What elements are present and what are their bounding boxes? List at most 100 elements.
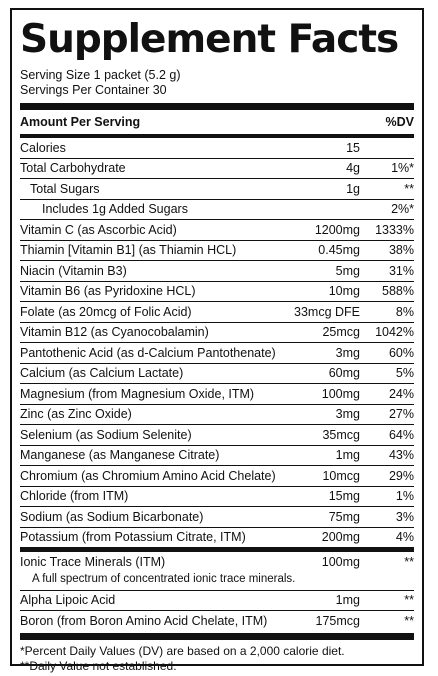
nutrient-name: Includes 1g Added Sugars bbox=[42, 202, 188, 217]
nutrient-dv: 4% bbox=[395, 530, 414, 545]
divider-thick bbox=[20, 632, 414, 640]
nutrient-row: Thiamin [Vitamin B1] (as Thiamin HCL) 0.4… bbox=[20, 241, 414, 261]
nutrient-amount: 60mg bbox=[328, 366, 360, 381]
footnote-not-established: **Daily Value not established. bbox=[20, 658, 177, 673]
servings-per-container: Servings Per Container 30 bbox=[20, 83, 167, 97]
nutrient-row: Calcium (as Calcium Lactate) 60mg 5% bbox=[20, 364, 414, 384]
nutrient-amount: 100mg bbox=[321, 554, 360, 569]
nutrient-name: Folate (as 20mcg of Folic Acid) bbox=[20, 304, 192, 319]
nutrient-name: Vitamin B6 (as Pyridoxine HCL) bbox=[20, 284, 196, 299]
nutrient-row: Folate (as 20mcg of Folic Acid) 33mcg DFE… bbox=[20, 302, 414, 323]
nutrient-row: Calories 15 bbox=[20, 138, 414, 159]
nutrient-name: Manganese (as Manganese Citrate) bbox=[20, 448, 220, 463]
nutrient-amount: 1mg bbox=[335, 593, 360, 608]
nutrient-name: Total Carbohydrate bbox=[20, 161, 126, 176]
nutrient-amount: 3mg bbox=[335, 345, 360, 360]
nutrient-amount: 1g bbox=[346, 181, 360, 196]
serving-size: Serving Size 1 packet (5.2 g) bbox=[20, 68, 181, 82]
nutrient-name: Chloride (from ITM) bbox=[20, 489, 129, 504]
nutrient-amount: 33mcg DFE bbox=[294, 304, 360, 319]
nutrient-dv: 64% bbox=[388, 427, 414, 442]
nutrient-amount: 15mg bbox=[328, 489, 360, 504]
nutrient-amount: 0.45mg bbox=[318, 243, 360, 258]
nutrient-row: Sodium (as Sodium Bicarbonate) 75mg 3% bbox=[20, 507, 414, 528]
panel-title: Supplement Facts bbox=[20, 17, 399, 62]
nutrient-dv: 43% bbox=[388, 448, 414, 463]
nutrient-dv: 1333% bbox=[375, 222, 414, 237]
nutrient-name: Selenium (as Sodium Selenite) bbox=[20, 427, 192, 442]
nutrient-dv: 3% bbox=[395, 509, 414, 524]
nutrient-dv: 5% bbox=[395, 366, 414, 381]
nutrient-row: Chromium (as Chromium Amino Acid Chelate… bbox=[20, 466, 414, 487]
dv-label: %DV bbox=[385, 115, 414, 129]
nutrient-dv: 38% bbox=[388, 243, 414, 258]
nutrient-amount: 5mg bbox=[335, 263, 360, 278]
amount-per-serving-label: Amount Per Serving bbox=[20, 115, 141, 129]
boron-row: Boron (from Boron Amino Acid Chelate, IT… bbox=[20, 611, 414, 631]
nutrient-dv: 27% bbox=[388, 407, 414, 422]
nutrient-amount: 1mg bbox=[335, 448, 360, 463]
nutrient-name: Vitamin C (as Ascorbic Acid) bbox=[20, 222, 177, 237]
nutrient-amount: 4g bbox=[346, 161, 360, 176]
nutrient-row: Manganese (as Manganese Citrate) 1mg 43% bbox=[20, 446, 414, 466]
nutrient-name: Zinc (as Zinc Oxide) bbox=[20, 407, 132, 422]
nutrient-amount: 10mcg bbox=[322, 468, 360, 483]
alpha-row: Alpha Lipoic Acid 1mg ** bbox=[20, 591, 414, 611]
ionic-row: Ionic Trace Minerals (ITM) 100mg ** bbox=[20, 552, 414, 572]
nutrient-dv: 2%* bbox=[391, 202, 414, 217]
nutrient-row: Vitamin C (as Ascorbic Acid) 1200mg 1333% bbox=[20, 220, 414, 241]
nutrient-amount: 3mg bbox=[335, 407, 360, 422]
nutrient-dv: 29% bbox=[388, 468, 414, 483]
nutrient-amount: 35mcg bbox=[322, 427, 360, 442]
nutrient-row: Zinc (as Zinc Oxide) 3mg 27% bbox=[20, 405, 414, 425]
nutrient-amount: 200mg bbox=[321, 530, 360, 545]
nutrient-name: Vitamin B12 (as Cyanocobalamin) bbox=[20, 325, 209, 340]
nutrient-dv: 31% bbox=[388, 263, 414, 278]
nutrient-name: Magnesium (from Magnesium Oxide, ITM) bbox=[20, 386, 255, 401]
nutrient-amount: 1200mg bbox=[314, 222, 360, 237]
nutrient-name: Pantothenic Acid (as d-Calcium Pantothen… bbox=[20, 345, 276, 360]
nutrient-dv: 1% bbox=[395, 489, 414, 504]
nutrient-name: Boron (from Boron Amino Acid Chelate, IT… bbox=[20, 613, 268, 628]
nutrient-row: Niacin (Vitamin B3) 5mg 31% bbox=[20, 261, 414, 282]
nutrient-dv: ** bbox=[404, 181, 414, 196]
nutrient-amount: 25mcg bbox=[322, 325, 360, 340]
nutrient-dv: ** bbox=[404, 554, 414, 569]
nutrient-dv: ** bbox=[404, 613, 414, 628]
nutrient-amount: 10mg bbox=[328, 284, 360, 299]
nutrient-name: Alpha Lipoic Acid bbox=[20, 593, 116, 608]
supplement-facts-panel: Supplement Facts Serving Size 1 packet (… bbox=[10, 8, 424, 673]
nutrient-row: Vitamin B6 (as Pyridoxine HCL) 10mg 588% bbox=[20, 282, 414, 302]
nutrient-name: Sodium (as Sodium Bicarbonate) bbox=[20, 509, 204, 524]
nutrient-dv: 24% bbox=[388, 386, 414, 401]
nutrient-name: Chromium (as Chromium Amino Acid Chelate… bbox=[20, 468, 276, 483]
nutrient-dv: 1042% bbox=[375, 325, 414, 340]
nutrient-dv: 588% bbox=[382, 284, 414, 299]
nutrient-amount: 175mcg bbox=[315, 613, 360, 628]
nutrient-name: Potassium (from Potassium Citrate, ITM) bbox=[20, 530, 246, 545]
nutrient-dv: ** bbox=[404, 593, 414, 608]
nutrient-row: Chloride (from ITM) 15mg 1% bbox=[20, 487, 414, 507]
divider-medium bbox=[20, 134, 414, 138]
nutrient-name: Total Sugars bbox=[30, 181, 100, 196]
nutrient-amount: 100mg bbox=[321, 386, 360, 401]
table-header: Amount Per Serving %DV bbox=[20, 110, 414, 134]
nutrient-dv: 1%* bbox=[391, 161, 414, 176]
nutrient-name: Niacin (Vitamin B3) bbox=[20, 263, 127, 278]
nutrient-name: Calcium (as Calcium Lactate) bbox=[20, 366, 184, 381]
divider-thick bbox=[20, 103, 414, 110]
nutrient-row: Selenium (as Sodium Selenite) 35mcg 64% bbox=[20, 425, 414, 446]
nutrient-row: Magnesium (from Magnesium Oxide, ITM) 100… bbox=[20, 384, 414, 405]
nutrient-name: Ionic Trace Minerals (ITM) bbox=[20, 554, 166, 569]
divider-thick bbox=[20, 547, 414, 552]
nutrient-dv: 8% bbox=[395, 304, 414, 319]
nutrient-row: Includes 1g Added Sugars 2%* bbox=[20, 200, 414, 220]
nutrient-amount: 15 bbox=[346, 140, 360, 155]
nutrient-name: Thiamin [Vitamin B1] (as Thiamin HCL) bbox=[20, 243, 237, 258]
footnote-dv: *Percent Daily Values (DV) are based on … bbox=[20, 643, 345, 658]
nutrient-table: Calories 15 Total Carbohydrate 4g 1%* Total S… bbox=[20, 138, 414, 547]
nutrient-amount: 75mg bbox=[328, 509, 360, 524]
nutrient-row: Vitamin B12 (as Cyanocobalamin) 25mcg 1042… bbox=[20, 323, 414, 343]
nutrient-row: Potassium (from Potassium Citrate, ITM) 2… bbox=[20, 528, 414, 548]
nutrient-row: Total Carbohydrate 4g 1%* bbox=[20, 159, 414, 179]
